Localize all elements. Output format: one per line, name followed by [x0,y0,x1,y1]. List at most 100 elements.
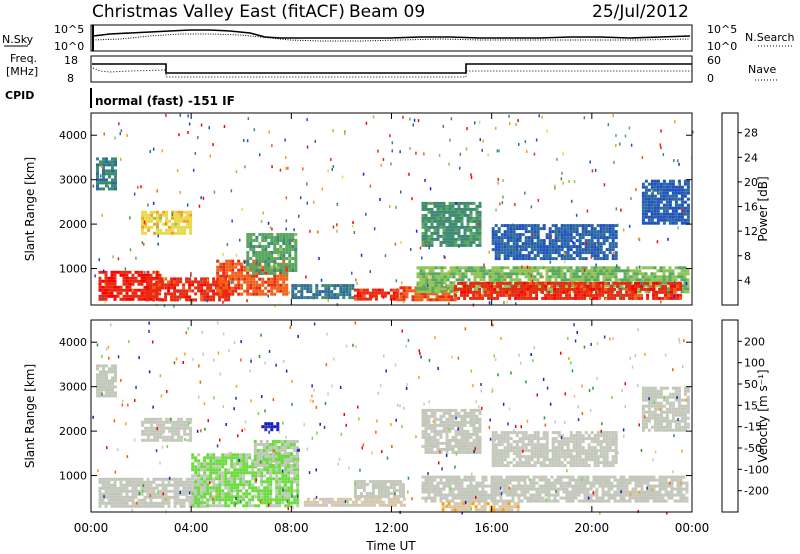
data-cell [218,471,222,475]
data-cell [599,233,603,237]
data-cell [146,489,150,493]
data-cell [433,487,437,491]
data-cell [215,462,219,466]
data-cell [445,481,449,485]
data-cell [484,281,488,285]
data-cell [425,266,429,270]
data-cell [451,225,455,229]
y-tick-label: 2000 [59,218,87,231]
data-cell [212,283,216,287]
data-cell [380,489,384,492]
data-cell [224,453,228,457]
data-cell [439,216,443,220]
data-cell [256,458,260,461]
data-cell [383,291,387,295]
data-cell [422,284,426,288]
data-cell [592,284,596,288]
data-cell [194,504,198,508]
data-cell [197,492,201,496]
data-cell [560,254,564,258]
data-cell [267,266,271,269]
data-cell [114,187,117,191]
data-cell [536,224,540,228]
data-cell [527,272,531,276]
data-cell [125,273,129,277]
data-cell [155,286,159,290]
data-cell [460,219,464,223]
data-cell [490,296,494,300]
data-cell [246,245,250,248]
data-cell [454,237,458,241]
data-cell [216,268,220,272]
data-cell [374,297,378,301]
data-cell [194,495,198,499]
data-cell [529,281,533,285]
data-cell [140,477,144,481]
data-cell [683,284,687,288]
data-cell [149,292,153,296]
data-cell [548,248,552,252]
data-cell [203,280,207,284]
data-cell [191,489,195,493]
data-cell [611,248,615,252]
data-cell [134,288,138,292]
data-cell [598,281,602,285]
data-cell [221,471,225,475]
data-cell [529,287,533,291]
data-cell [162,420,166,424]
data-cell [194,298,198,302]
data-cell [161,498,165,502]
data-cell [475,499,479,503]
data-cell [530,251,534,255]
data-cell [104,270,108,274]
data-cell [396,298,400,302]
data-cell [640,287,644,291]
data-cell [221,483,225,487]
data-cell [629,269,633,273]
data-cell [185,486,189,490]
data-cell [122,279,126,283]
data-cell [221,459,225,463]
data-cell [246,251,250,254]
data-cell [242,492,246,496]
data-cell [547,296,551,300]
data-cell [677,218,681,222]
data-cell [436,481,440,485]
data-cell [203,459,207,463]
data-cell [186,423,190,427]
data-cell [189,213,193,217]
data-cell [212,471,216,475]
data-cell [279,289,283,293]
data-cell [272,504,276,508]
data-cell [457,287,461,291]
data-cell [493,481,497,485]
data-cell [164,477,168,481]
data-cell [171,222,175,226]
data-cell [478,201,482,205]
data-cell [478,281,482,285]
data-cell [356,486,360,489]
data-cell [146,483,150,487]
data-cell [156,216,160,220]
data-cell [230,495,234,499]
data-cell [292,446,296,449]
data-cell [587,230,591,234]
data-cell [203,465,207,469]
data-cell [405,286,409,290]
data-cell [128,279,132,283]
data-cell [224,468,228,472]
data-cell [545,233,549,237]
data-cell [280,461,284,464]
data-cell [460,216,464,220]
data-cell [278,504,282,508]
data-cell [98,486,102,490]
data-cell [147,213,151,217]
data-cell [601,281,605,285]
data-cell [638,278,642,282]
data-cell [665,212,669,216]
data-cell [496,478,500,482]
data-cell [141,216,145,220]
noise-cell [129,216,131,220]
data-cell [536,236,540,240]
data-cell [421,496,425,500]
